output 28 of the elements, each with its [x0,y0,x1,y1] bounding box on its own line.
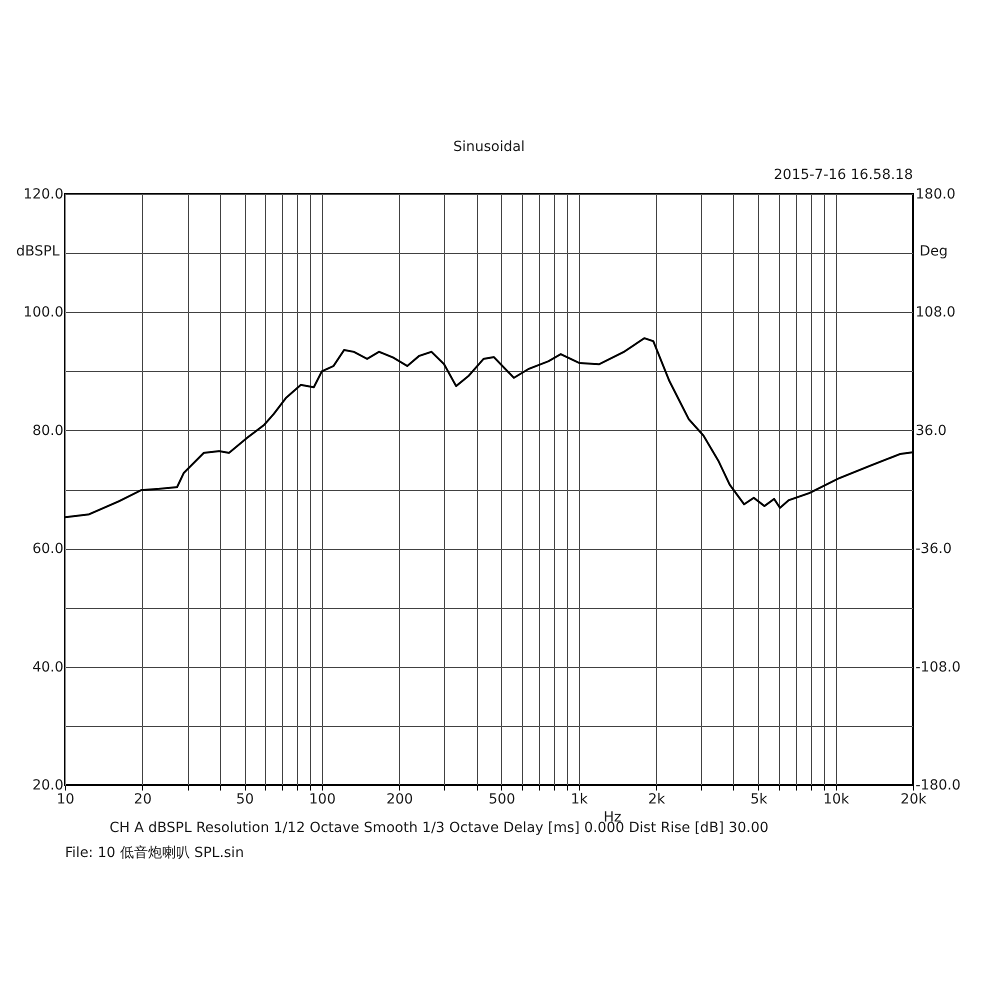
x-tick-label: 5k [750,792,768,808]
x-tick-label: 20k [900,792,928,808]
x-tick-label: 50 [236,792,254,808]
x-tick-label: 100 [309,792,336,808]
x-tick-label: 10k [823,792,850,808]
y2-tick-label: -108.0 [916,659,961,676]
x-tick-label: 10 [56,792,74,808]
y2-tick-label: 108.0 [916,304,956,321]
y2-axis-title: Deg [920,244,948,260]
text: 2015-7-16 16.58.18 [774,167,913,183]
y-tick-label: 100.0 [23,304,64,321]
y2-tick-label: -36.0 [916,541,952,558]
y2-tick-label: 180.0 [916,186,956,202]
chart-title: Sinusoidal [453,139,525,155]
x-tick-label: 20 [134,792,152,808]
x-tick-label: 2k [648,792,666,808]
y2-tick-label: -180.0 [916,778,961,794]
y-tick-label: 20.0 [32,778,64,794]
y-tick-label: 60.0 [32,541,64,558]
text: File: 10 低音炮喇叭 SPL.sin [65,845,244,861]
y-tick-label: 120.0 [23,186,64,202]
y-tick-label: 80.0 [32,422,64,439]
x-tick-label: 1k [570,792,589,808]
y2-tick-label: 36.0 [916,422,947,439]
x-tick-label: 200 [386,792,414,808]
y-tick-label: 40.0 [32,659,64,676]
y-axis-title: dBSPL [16,244,60,260]
x-tick-label: 500 [488,792,516,808]
